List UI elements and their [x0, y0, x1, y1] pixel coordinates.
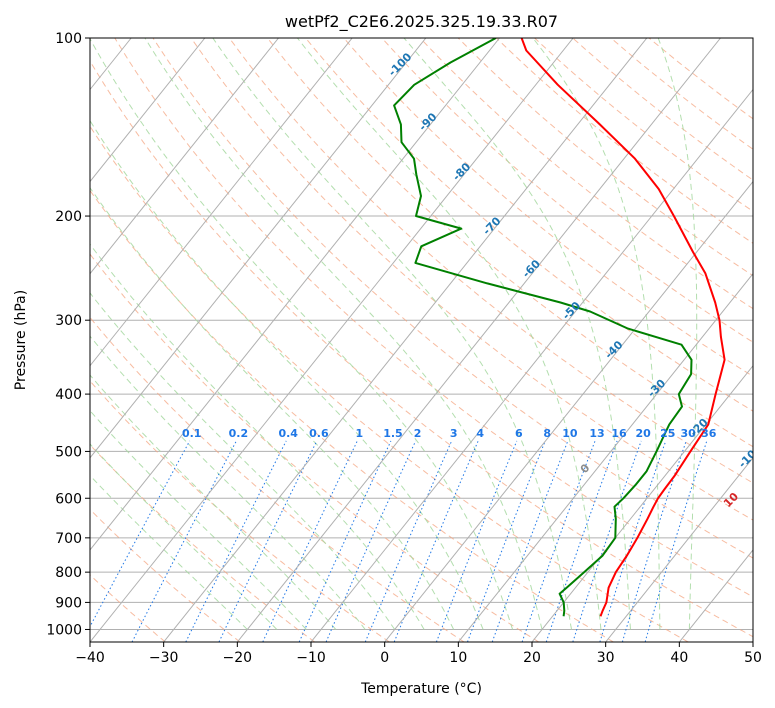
mixing-ratio-line: [621, 440, 687, 642]
mixing-ratio-label: 1: [356, 427, 364, 440]
moist-adiabat: [90, 38, 514, 630]
mixing-ratio-label: 20: [636, 427, 652, 440]
y-tick-label: 100: [55, 31, 82, 47]
mixing-ratio-line: [491, 440, 569, 642]
moist-adiabats: [90, 38, 698, 630]
moist-adiabat: [90, 474, 248, 630]
mixing-ratio-label: 13: [589, 427, 604, 440]
y-tick-label: 700: [55, 531, 82, 547]
mixing-ratio-label: 30: [681, 427, 697, 440]
moist-adiabat: [90, 292, 396, 630]
isotherm-line: [90, 38, 279, 275]
mixing-ratio-line: [185, 440, 287, 642]
isotherm-line: [90, 38, 574, 642]
x-tick-label: 0: [380, 650, 389, 666]
x-tick-label: 10: [449, 650, 467, 666]
mixing-ratio-label: 0.6: [309, 427, 329, 440]
mixing-ratio-label: 2: [414, 427, 422, 440]
dry-adiabat: [381, 38, 753, 343]
moist-adiabat: [297, 38, 602, 630]
moist-adiabat: [90, 374, 337, 630]
temperature-line: [520, 38, 726, 617]
mixing-ratio-line: [521, 440, 596, 642]
mixing-ratio-label: 25: [660, 427, 675, 440]
moist-adiabat: [144, 38, 543, 630]
y-tick-label: 500: [55, 444, 82, 460]
mixing-ratio-label: 6: [515, 427, 523, 440]
mixing-ratio-line: [364, 440, 453, 642]
x-tick-label: 50: [744, 650, 762, 666]
plot-area: 0.1 0.2 0.4 0.6 1 1.5 2 3 4 6 8 10 13 16 20 25 30 36-100-…: [90, 38, 753, 642]
isotherm-line: [90, 38, 500, 551]
mixing-ratio-line: [644, 440, 708, 642]
mixing-ratio-label: 4: [476, 427, 484, 440]
mixing-ratio-lines: [90, 440, 708, 642]
mixing-ratio-label: 3: [450, 427, 458, 440]
dry-adiabat: [152, 38, 753, 559]
x-tick-label: −20: [223, 650, 253, 666]
mixing-ratio-label: 36: [701, 427, 717, 440]
x-tick-label: 40: [670, 650, 688, 666]
mixing-ratio-label: 0.2: [229, 427, 249, 440]
isotherm-line: [605, 457, 753, 642]
x-tick-label: 30: [597, 650, 615, 666]
dry-adiabat: [190, 38, 753, 521]
y-tick-label: 600: [55, 491, 82, 507]
skewed-isotherms: [90, 38, 753, 642]
isotherm-line: [90, 38, 206, 183]
mixing-ratio-line: [90, 440, 191, 628]
isotherm-line: [90, 38, 427, 459]
mixing-ratio-label: 1.5: [383, 427, 403, 440]
mixing-ratio-line: [599, 440, 667, 642]
isotherm-line: [457, 272, 753, 642]
moist-adiabat: [90, 243, 425, 630]
mixing-ratio-line: [325, 440, 417, 642]
x-tick-label: 20: [523, 650, 541, 666]
y-tick-label: 900: [55, 595, 82, 611]
pressure-gridlines: [90, 38, 753, 630]
dry-adiabat: [90, 316, 465, 642]
y-tick-label: 300: [55, 313, 82, 329]
y-axis-ticks: 1000 900 800 700 600 500 400 300 200 100: [46, 31, 90, 638]
isotherm-line: [310, 88, 753, 642]
moist-adiabat: [212, 38, 572, 630]
isotherm-line: [384, 180, 753, 642]
moist-adiabat: [532, 38, 661, 630]
moist-adiabat: [657, 38, 698, 630]
dry-adiabat: [90, 60, 753, 638]
dry-adiabat: [343, 38, 753, 377]
y-axis-title: Pressure (hPa): [13, 290, 29, 390]
plot-frame: [89, 37, 754, 643]
mixing-ratio-label: 8: [543, 427, 551, 440]
moist-adiabat: [90, 335, 366, 630]
x-axis-title: Temperature (°C): [360, 681, 482, 697]
dry-adiabat: [304, 38, 753, 412]
x-axis-ticks: −40 −30 −20 −10 0 10 20 30 40 50: [75, 642, 762, 666]
dewpoint-line: [393, 38, 693, 617]
dry-adiabat: [90, 125, 689, 642]
y-tick-label: 400: [55, 387, 82, 403]
y-tick-label: 800: [55, 565, 82, 581]
dry-adiabat: [90, 380, 390, 642]
x-tick-label: −40: [75, 650, 105, 666]
x-tick-label: −10: [296, 650, 326, 666]
moist-adiabat: [403, 38, 631, 630]
dry-adiabat: [90, 574, 166, 642]
mixing-ratio-label: 10: [562, 427, 578, 440]
x-tick-label: −30: [149, 650, 179, 666]
mixing-ratio-label: 16: [611, 427, 627, 440]
moist-adiabat: [90, 119, 484, 630]
mixing-ratio-line: [298, 440, 392, 642]
isotherm-line: [90, 38, 353, 367]
isotherm-line: [236, 38, 721, 642]
chart-title: wetPf2_C2E6.2025.325.19.33.R07: [285, 12, 558, 32]
mixing-ratio-label: 0.4: [278, 427, 298, 440]
mixing-ratio-label: 0.1: [182, 427, 202, 440]
y-tick-label: 200: [55, 209, 82, 225]
sounding-series: [393, 38, 726, 617]
y-tick-label: 1000: [46, 622, 82, 638]
isotherm-line: [163, 38, 648, 642]
